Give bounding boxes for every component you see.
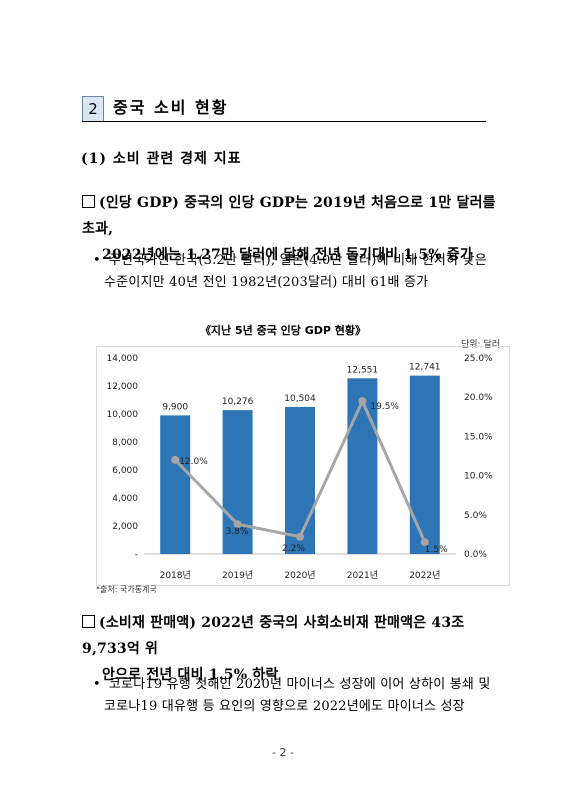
y-tick-label-left: - <box>135 550 138 560</box>
bar <box>160 415 191 554</box>
growth-point <box>420 538 429 547</box>
x-tick-label: 2022년 <box>409 570 440 581</box>
x-tick-label: 2018년 <box>160 570 191 581</box>
y-tick-label-left: 14,000 <box>107 354 139 364</box>
page-number: - 2 - <box>272 746 294 759</box>
y-tick-label-left: 2,000 <box>112 522 138 532</box>
chart-unit: 단위: 달러 <box>460 340 500 350</box>
y-tick-label-right: 10.0% <box>464 472 493 482</box>
y-tick-label-left: 4,000 <box>112 494 138 504</box>
chart-source: *출처: 국가통계국 <box>96 585 157 594</box>
bullet-gdp-line2: 수준이지만 40년 전인 1982년(203달러) 대비 61배 증가 <box>104 275 429 290</box>
bar <box>222 410 253 554</box>
growth-data-label: 19.5% <box>370 402 399 412</box>
growth-data-label: 2.2% <box>282 544 305 554</box>
section-title: 중국 소비 현황 <box>113 98 229 117</box>
subheading: (1) 소비 관련 경제 지표 <box>81 151 242 167</box>
chart-title: 《지난 5년 중국 인당 GDP 현황》 <box>199 324 367 337</box>
paragraph-gdp-line2: 2022년에는 1.27만 달러에 달해 전년 동기대비 1.5% 증가 <box>102 247 473 263</box>
y-tick-label-right: 15.0% <box>464 432 493 442</box>
bullet-marker: • <box>93 253 101 268</box>
growth-data-label: 12.0% <box>179 457 208 467</box>
checkbox-icon <box>82 615 95 628</box>
y-tick-label-left: 8,000 <box>112 438 138 448</box>
y-tick-label-left: 10,000 <box>107 410 139 420</box>
section-divider <box>82 121 486 122</box>
bar-data-label: 10,276 <box>222 397 254 407</box>
section-number: 2 <box>82 96 104 122</box>
bullet-gdp-line1: • 주변국가인 한국(3.2만 달러), 일본(4.0만 달러)에 비해 현저히 … <box>93 250 503 272</box>
growth-data-label: 3.8% <box>226 527 249 537</box>
checkbox-icon <box>82 195 95 208</box>
bullet-retail-line2: 코로나19 대유행 등 요인의 영향으로 2022년에도 마이너스 성장 <box>104 699 465 714</box>
bullet-gdp-text1: 주변국가인 한국(3.2만 달러), 일본(4.0만 달러)에 비해 현저히 낮… <box>108 253 487 268</box>
bar-data-label: 9,900 <box>162 402 188 412</box>
bar <box>285 406 315 554</box>
paragraph-retail-sales: (소비재 판매액) 2022년 중국의 사회소비재 판매액은 43조 9,733… <box>82 610 502 688</box>
y-tick-label-left: 6,000 <box>112 466 138 476</box>
paragraph-retail-line1: (소비재 판매액) 2022년 중국의 사회소비재 판매액은 43조 9,733… <box>82 610 502 662</box>
bullet-marker: • <box>93 677 101 692</box>
y-tick-label-left: 12,000 <box>107 382 139 392</box>
bullet-retail-text1: 코로나19 유행 첫해인 2020년 마이너스 성장에 이어 상하이 봉쇄 및 <box>108 677 491 692</box>
bar <box>347 378 378 554</box>
x-tick-label: 2019년 <box>222 570 253 581</box>
bullet-gdp-comparison: • 주변국가인 한국(3.2만 달러), 일본(4.0만 달러)에 비해 현저히 … <box>93 250 503 294</box>
growth-point <box>171 455 180 464</box>
bar-data-label: 12,551 <box>347 365 379 375</box>
bar-data-label: 10,504 <box>284 394 316 404</box>
x-tick-label: 2021년 <box>347 570 378 581</box>
paragraph-gdp-line1: (인당 GDP) 중국의 인당 GDP는 2019년 처음으로 1만 달러를 초… <box>82 190 502 242</box>
y-tick-label-right: 25.0% <box>464 354 493 364</box>
paragraph-gdp-text1: (인당 GDP) 중국의 인당 GDP는 2019년 처음으로 1만 달러를 초… <box>82 195 496 237</box>
y-tick-label-right: 5.0% <box>464 511 487 521</box>
growth-data-label: 1.5% <box>425 545 448 555</box>
chart-frame <box>96 346 510 586</box>
bar <box>409 375 440 554</box>
growth-point <box>358 397 367 406</box>
paragraph-retail-text1: (소비재 판매액) 2022년 중국의 사회소비재 판매액은 43조 9,733… <box>82 615 465 657</box>
growth-point <box>233 520 242 529</box>
paragraph-retail-line2: 안으로 전년 대비 1.5% 하락 <box>102 667 279 683</box>
growth-point <box>296 532 304 541</box>
bullet-retail-line1: • 코로나19 유행 첫해인 2020년 마이너스 성장에 이어 상하이 봉쇄 및 <box>93 674 503 696</box>
bullet-retail-reason: • 코로나19 유행 첫해인 2020년 마이너스 성장에 이어 상하이 봉쇄 및… <box>93 674 503 718</box>
y-tick-label-right: 20.0% <box>464 393 493 403</box>
y-tick-label-right: 0.0% <box>464 550 487 560</box>
x-tick-label: 2020년 <box>284 570 315 581</box>
gdp-chart: - 2,000 4,000 6,000 8,000 10,000 12,000 14,000 0… <box>96 346 510 586</box>
bar-data-label: 12,741 <box>409 363 441 373</box>
paragraph-gdp: (인당 GDP) 중국의 인당 GDP는 2019년 처음으로 1만 달러를 초… <box>82 190 502 268</box>
